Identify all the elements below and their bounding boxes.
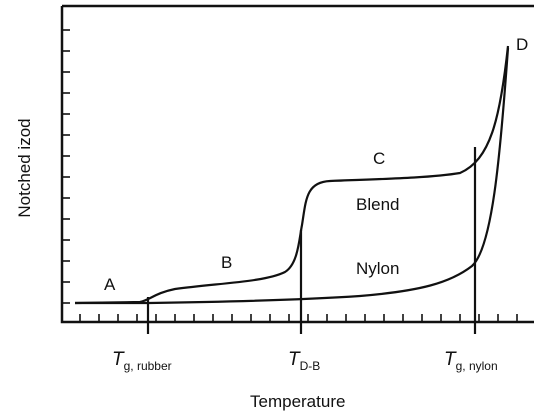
subscript: g, nylon bbox=[456, 359, 498, 373]
subscript: g, rubber bbox=[124, 359, 172, 373]
curve-label: Blend bbox=[356, 195, 399, 214]
y-axis-label: Notched izod bbox=[15, 118, 34, 217]
subscript: D-B bbox=[300, 359, 321, 373]
symbol: T bbox=[288, 349, 301, 370]
region-label: D bbox=[516, 35, 528, 54]
x-axis-label: Temperature bbox=[250, 392, 345, 411]
axes-frame bbox=[60, 4, 534, 324]
region-label: B bbox=[221, 253, 232, 272]
temperature-label: TD-B bbox=[288, 349, 320, 373]
curve-label: Nylon bbox=[356, 259, 399, 278]
nylon-curve bbox=[75, 47, 510, 305]
ticks bbox=[62, 29, 518, 322]
symbol: T bbox=[444, 349, 457, 370]
temperature-label: Tg, nylon bbox=[444, 349, 498, 373]
temperature-label: Tg, rubber bbox=[112, 349, 172, 373]
symbol: T bbox=[112, 349, 125, 370]
region-label: A bbox=[104, 275, 116, 294]
blend-curve bbox=[74, 45, 510, 305]
region-label: C bbox=[373, 149, 385, 168]
